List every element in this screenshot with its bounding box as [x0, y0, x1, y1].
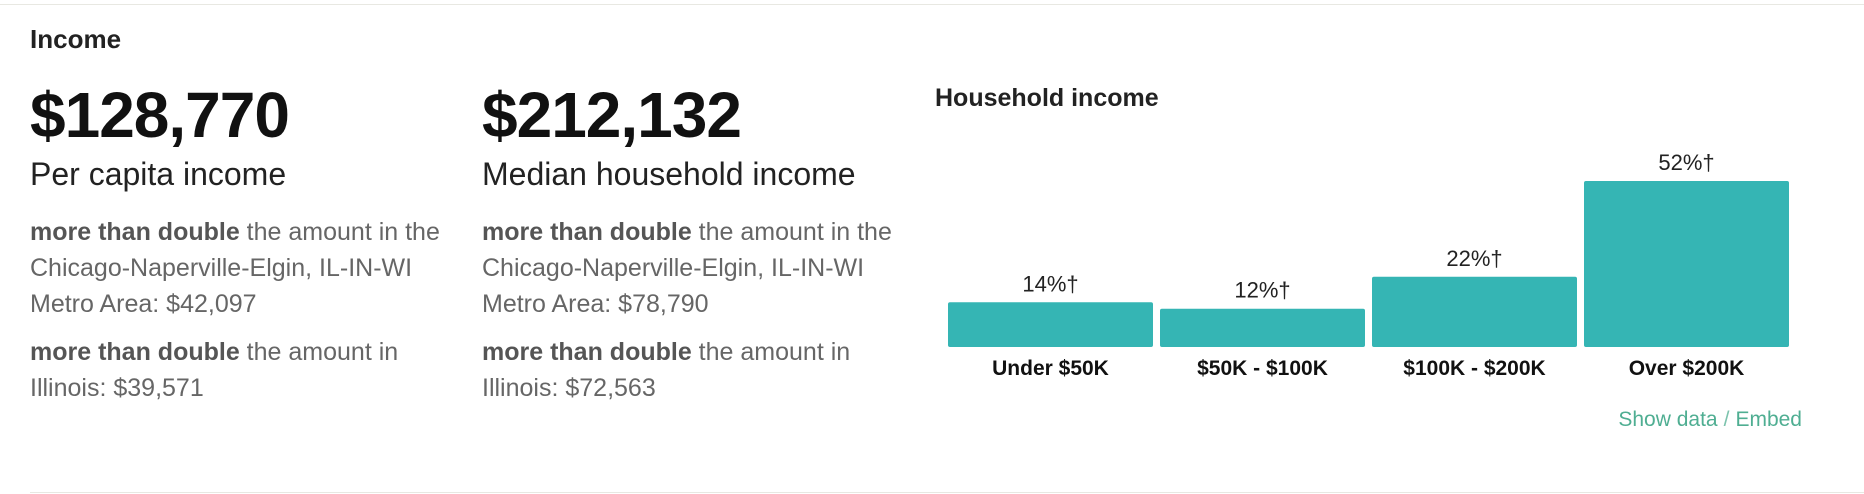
- link-separator: /: [1723, 408, 1730, 431]
- per-capita-income-block: $128,770 Per capita income more than dou…: [30, 78, 460, 406]
- bar-value-label: 14%†: [1022, 271, 1078, 296]
- chart-links: Show data / Embed: [1618, 408, 1802, 432]
- category-label: Under $50K: [992, 357, 1109, 380]
- per-capita-state-comparison: more than double the amount in Illinois:…: [30, 334, 460, 406]
- category-label: $100K - $200K: [1403, 357, 1545, 380]
- comparison-text: the amount in Illinois: $39,571: [30, 338, 399, 402]
- bar-2[interactable]: [1160, 308, 1365, 347]
- median-household-income-value: $212,132: [482, 79, 742, 151]
- section-title: Income: [30, 24, 122, 54]
- median-household-metro-comparison: more than double the amount in the Chica…: [482, 214, 912, 322]
- median-household-state-comparison: more than double the amount in Illinois:…: [482, 334, 912, 406]
- comparison-emphasis: more than double: [30, 218, 240, 246]
- comparison-text: the amount in the Chicago-Naperville-Elg…: [30, 218, 440, 318]
- bar-4[interactable]: [1584, 181, 1789, 347]
- bar-value-label: 22%†: [1446, 246, 1502, 271]
- bar-value-label: 12%†: [1234, 278, 1290, 303]
- comparison-text: the amount in the Chicago-Naperville-Elg…: [482, 218, 892, 318]
- per-capita-metro-comparison: more than double the amount in the Chica…: [30, 214, 460, 322]
- comparison-text: the amount in Illinois: $72,563: [482, 338, 851, 402]
- per-capita-income-value: $128,770: [30, 79, 290, 151]
- top-divider: [0, 4, 1864, 5]
- comparison-emphasis: more than double: [482, 338, 692, 366]
- chart-title: Household income: [935, 84, 1159, 112]
- household-income-bar-chart: 14%† Under $50K 12%† $50K - $100K 22%† $100K …: [948, 150, 1789, 380]
- category-label: Over $200K: [1629, 357, 1745, 380]
- category-label: $50K - $100K: [1197, 357, 1328, 380]
- embed-link[interactable]: Embed: [1735, 408, 1802, 431]
- per-capita-income-label: Per capita income: [30, 156, 287, 192]
- comparison-emphasis: more than double: [30, 338, 240, 366]
- median-household-income-block: $212,132 Median household income more th…: [482, 78, 912, 406]
- comparison-emphasis: more than double: [482, 218, 692, 246]
- bar-value-label: 52%†: [1658, 150, 1714, 175]
- median-household-income-label: Median household income: [482, 156, 856, 192]
- bar-3[interactable]: [1372, 276, 1577, 347]
- bottom-divider: [30, 492, 1864, 493]
- bar-1[interactable]: [948, 302, 1153, 347]
- show-data-link[interactable]: Show data: [1618, 408, 1718, 431]
